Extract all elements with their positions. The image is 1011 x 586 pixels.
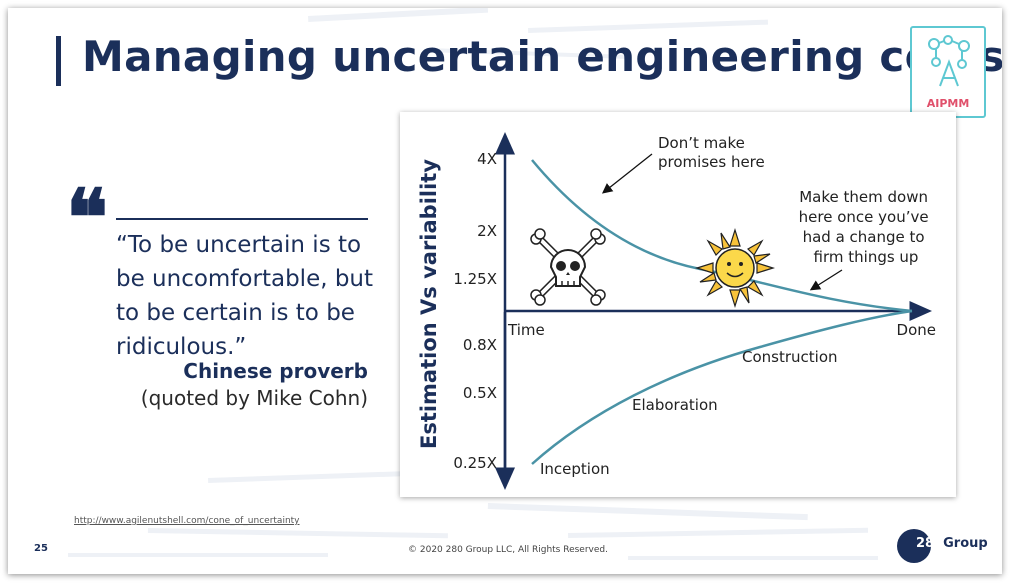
- annotation-dont-promise: Don’t make promises here: [658, 134, 765, 171]
- lower-bound-line: [532, 311, 912, 464]
- copyright-text: © 2020 280 Group LLC, All Rights Reserve…: [408, 545, 608, 555]
- footer-logo-word: Group: [943, 536, 988, 551]
- title-accent-bar: [56, 36, 61, 86]
- quote-author: Chinese proverb: [118, 359, 368, 383]
- cone-of-uncertainty-chart: Estimation Vs variability 4X 2X 1.25X 0.…: [400, 112, 956, 497]
- footer-logo-number: 280: [916, 536, 943, 551]
- y-tick-4x: 4X: [477, 150, 497, 168]
- source-link[interactable]: http://www.agilenutshell.com/cone_of_unc…: [74, 516, 300, 526]
- quote-source: (quoted by Mike Cohn): [98, 386, 368, 410]
- annotation-firm-up: Make them down here once you’ve had a ch…: [799, 188, 934, 266]
- phase-inception: Inception: [540, 460, 610, 478]
- y-axis-label: Estimation Vs variability: [417, 159, 441, 449]
- y-tick-0-25x: 0.25X: [453, 454, 497, 472]
- y-tick-0-5x: 0.5X: [463, 384, 497, 402]
- annotation-arrow-right: [812, 270, 842, 289]
- annotation-arrow-top: [604, 154, 652, 192]
- skull-crossbones-icon: [531, 229, 605, 305]
- page-number: 25: [34, 543, 48, 554]
- quote-mark-icon: ❝: [66, 180, 108, 258]
- aipmm-logo: AIPMM: [910, 26, 986, 118]
- phase-construction: Construction: [742, 348, 838, 366]
- y-tick-0-8x: 0.8X: [463, 336, 497, 354]
- chart-svg: Estimation Vs variability 4X 2X 1.25X 0.…: [400, 112, 956, 497]
- x-start-label: Time: [507, 321, 545, 339]
- x-end-label: Done: [897, 321, 936, 339]
- quote-text: “To be uncertain is to be uncomfortable,…: [116, 228, 386, 364]
- page-title: Managing uncertain engineering costs: [82, 32, 1002, 81]
- y-tick-2x: 2X: [477, 222, 497, 240]
- sun-icon: [697, 230, 773, 306]
- y-tick-1-25x: 1.25X: [453, 270, 497, 288]
- quote-divider: [116, 218, 368, 220]
- logo-label: AIPMM: [912, 97, 984, 110]
- slide: Managing uncertain engineering costs AIP…: [8, 8, 1002, 574]
- network-a-icon: [912, 28, 984, 92]
- phase-elaboration: Elaboration: [632, 396, 718, 414]
- footer-logo-text: 280Group: [916, 536, 988, 551]
